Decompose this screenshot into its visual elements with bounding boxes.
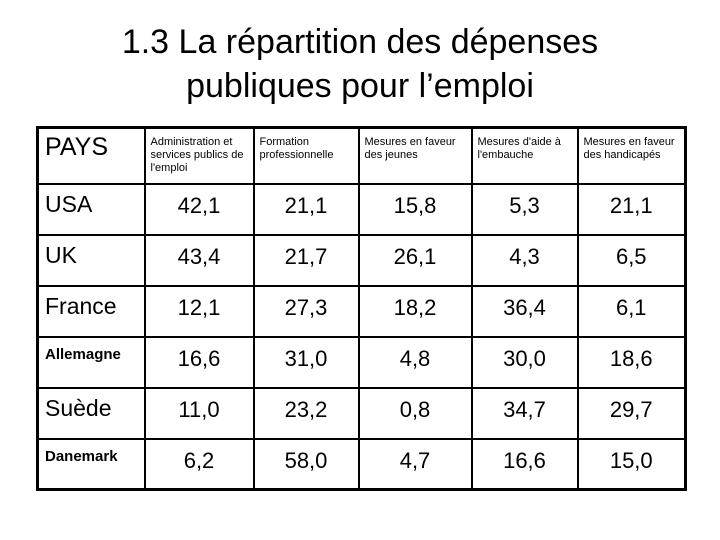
table-body: USA 42,1 21,1 15,8 5,3 21,1 UK 43,4 21,7… xyxy=(36,182,687,491)
expense-distribution-table: PAYS Administration et services publics … xyxy=(36,126,687,491)
row-label-suede: Suède xyxy=(36,386,146,440)
row-label-france: France xyxy=(36,284,146,338)
column-header-jeunes: Mesures en faveur des jeunes xyxy=(357,126,473,185)
cell-value: 42,1 xyxy=(143,182,255,236)
cell-value: 12,1 xyxy=(143,284,255,338)
cell-value: 21,7 xyxy=(252,233,360,287)
cell-value: 26,1 xyxy=(357,233,473,287)
cell-value: 34,7 xyxy=(470,386,579,440)
page-title-line-2: publiques pour l’emploi xyxy=(186,67,534,105)
cell-value: 43,4 xyxy=(143,233,255,287)
table-row-france: France 12,1 27,3 18,2 36,4 6,1 xyxy=(36,284,687,338)
cell-value: 23,2 xyxy=(252,386,360,440)
row-label-danemark: Danemark xyxy=(36,437,146,491)
cell-value: 4,7 xyxy=(357,437,473,491)
column-header-handicapes: Mesures en faveur des handicapés xyxy=(576,126,687,185)
cell-value: 21,1 xyxy=(252,182,360,236)
table-row-suede: Suède 11,0 23,2 0,8 34,7 29,7 xyxy=(36,386,687,440)
column-header-embauche: Mesures d'aide à l'embauche xyxy=(470,126,579,185)
cell-value: 36,4 xyxy=(470,284,579,338)
cell-value: 6,2 xyxy=(143,437,255,491)
cell-value: 11,0 xyxy=(143,386,255,440)
cell-value: 6,5 xyxy=(576,233,687,287)
cell-value: 18,6 xyxy=(576,335,687,389)
cell-value: 15,8 xyxy=(357,182,473,236)
cell-value: 4,8 xyxy=(357,335,473,389)
table-header: PAYS Administration et services publics … xyxy=(36,126,687,185)
cell-value: 16,6 xyxy=(143,335,255,389)
cell-value: 31,0 xyxy=(252,335,360,389)
cell-value: 58,0 xyxy=(252,437,360,491)
header-row: PAYS Administration et services publics … xyxy=(36,126,687,185)
cell-value: 29,7 xyxy=(576,386,687,440)
page-title: 1.3 La répartition des dépenses publique… xyxy=(0,20,720,108)
column-header-pays: PAYS xyxy=(36,126,146,185)
table-row-usa: USA 42,1 21,1 15,8 5,3 21,1 xyxy=(36,182,687,236)
table-row-allemagne: Allemagne 16,6 31,0 4,8 30,0 18,6 xyxy=(36,335,687,389)
column-header-administration: Administration et services publics de l'… xyxy=(143,126,255,185)
cell-value: 0,8 xyxy=(357,386,473,440)
cell-value: 30,0 xyxy=(470,335,579,389)
cell-value: 16,6 xyxy=(470,437,579,491)
cell-value: 6,1 xyxy=(576,284,687,338)
table-row-uk: UK 43,4 21,7 26,1 4,3 6,5 xyxy=(36,233,687,287)
page-title-line-1: 1.3 La répartition des dépenses xyxy=(121,23,599,61)
row-label-allemagne: Allemagne xyxy=(36,335,146,389)
column-header-formation: Formation professionnelle xyxy=(252,126,360,185)
row-label-uk: UK xyxy=(36,233,146,287)
cell-value: 4,3 xyxy=(470,233,579,287)
row-label-usa: USA xyxy=(36,182,146,236)
table-row-danemark: Danemark 6,2 58,0 4,7 16,6 15,0 xyxy=(36,437,687,491)
cell-value: 15,0 xyxy=(576,437,687,491)
cell-value: 21,1 xyxy=(576,182,687,236)
cell-value: 18,2 xyxy=(357,284,473,338)
cell-value: 5,3 xyxy=(470,182,579,236)
cell-value: 27,3 xyxy=(252,284,360,338)
